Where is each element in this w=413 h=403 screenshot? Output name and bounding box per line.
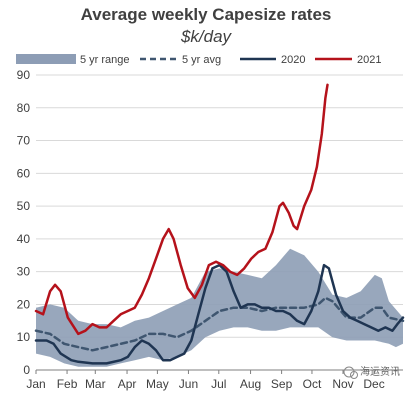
chart-subtitle: $k/day (180, 27, 233, 46)
x-tick-label-jun: Jun (179, 377, 198, 391)
x-tick-label-jan: Jan (26, 377, 45, 391)
legend: 5 yr range 5 yr avg 2020 2021 (16, 54, 381, 66)
x-tick-label-feb: Feb (57, 377, 78, 391)
legend-label-avg: 5 yr avg (182, 54, 221, 66)
watermark: 海运资讯 (343, 365, 400, 379)
chart-title: Average weekly Capesize rates (81, 5, 332, 24)
wechat-icon-small (350, 371, 358, 379)
series-2021-line (34, 83, 329, 336)
x-axis: Jan Feb Mar Apr May Jun Jul Aug Sep Oct Nov Dec (26, 369, 403, 391)
legend-swatch-range (16, 54, 76, 64)
y-tick-label-20: 20 (17, 297, 31, 311)
y-tick-label-80: 80 (17, 101, 31, 115)
range-band (36, 248, 403, 367)
x-tick-label-oct: Oct (303, 377, 322, 391)
watermark-text: 海运资讯 (360, 365, 400, 378)
y-tick-label-90: 90 (17, 68, 31, 82)
legend-label-2021: 2021 (357, 54, 381, 66)
x-tick-label-sep: Sep (271, 377, 293, 391)
y-tick-label-50: 50 (17, 199, 31, 213)
plot-area (34, 83, 405, 367)
x-tick-label-dec: Dec (363, 377, 384, 391)
y-tick-label-70: 70 (17, 134, 31, 148)
legend-label-range: 5 yr range (80, 54, 130, 66)
y-tick-label-40: 40 (17, 232, 31, 246)
y-axis-ticks: 0 10 20 30 40 50 60 70 80 90 (17, 68, 31, 377)
y-tick-label-60: 60 (17, 166, 31, 180)
y-tick-label-30: 30 (17, 265, 31, 279)
x-tick-label-apr: Apr (118, 377, 137, 391)
x-tick-label-aug: Aug (240, 377, 261, 391)
legend-label-2020: 2020 (281, 54, 305, 66)
x-tick-label-mar: Mar (85, 377, 106, 391)
y-tick-label-0: 0 (23, 363, 30, 377)
series-2020-line (34, 263, 405, 365)
y-tick-label-10: 10 (17, 330, 31, 344)
x-tick-label-nov: Nov (332, 377, 353, 391)
x-tick-label-may: May (146, 377, 169, 391)
x-tick-label-jul: Jul (211, 377, 226, 391)
